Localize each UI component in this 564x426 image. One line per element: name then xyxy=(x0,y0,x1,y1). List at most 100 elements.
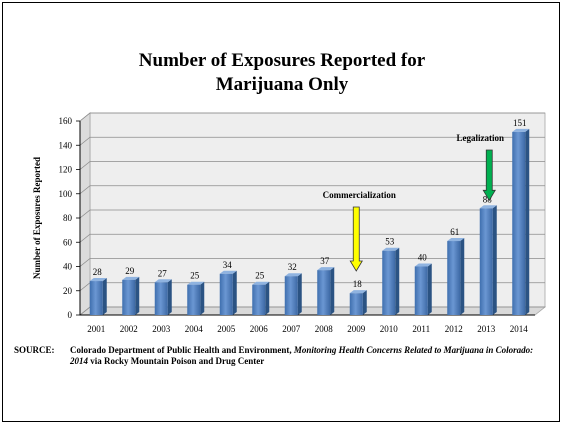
data-label: 25 xyxy=(190,271,200,281)
bar xyxy=(187,284,201,315)
bar-side xyxy=(362,290,367,315)
source-citation-part3: via Rocky Mountain Poison and Drug Cente… xyxy=(88,356,265,366)
bar-top xyxy=(382,247,400,251)
data-label: 61 xyxy=(450,227,459,237)
data-label: 53 xyxy=(385,237,395,247)
y-tick-label: 60 xyxy=(63,237,73,247)
y-tick-label: 160 xyxy=(59,116,73,126)
x-tick-label: 2001 xyxy=(87,324,105,334)
bar-top xyxy=(414,263,432,267)
bar xyxy=(219,273,233,315)
source-citation: Colorado Department of Public Health and… xyxy=(70,345,540,367)
bar-top xyxy=(317,267,335,271)
bar xyxy=(252,284,266,315)
bar-side xyxy=(232,270,237,315)
data-label: 32 xyxy=(288,262,297,272)
bar-side xyxy=(135,276,140,315)
bar xyxy=(414,266,428,315)
source-label: SOURCE: xyxy=(14,345,55,355)
bar-side xyxy=(460,238,465,315)
bar xyxy=(89,281,103,315)
x-tick-label: 2013 xyxy=(477,324,496,334)
data-label: 29 xyxy=(125,266,135,276)
bar-top xyxy=(219,270,237,274)
x-tick-label: 2005 xyxy=(217,324,236,334)
x-tick-label: 2011 xyxy=(412,324,430,334)
gridline xyxy=(79,136,545,146)
y-tick-label: 100 xyxy=(59,189,73,199)
bar xyxy=(284,276,298,315)
source-citation-part1: Colorado Department of Public Health and… xyxy=(70,345,294,355)
bar xyxy=(447,241,461,315)
bar-top xyxy=(187,281,205,285)
x-tick-label: 2003 xyxy=(152,324,171,334)
x-tick-label: 2012 xyxy=(445,324,463,334)
x-tick-label: 2014 xyxy=(510,324,529,334)
data-label: 151 xyxy=(513,118,527,128)
data-label: 40 xyxy=(418,253,428,263)
bar-top xyxy=(252,281,270,285)
gridline xyxy=(79,112,545,122)
bar xyxy=(349,293,363,315)
annotation-label: Commercialization xyxy=(323,190,396,200)
x-tick-label: 2009 xyxy=(347,324,366,334)
chart-title-line-2: Marijuana Only xyxy=(216,74,349,95)
bar-top xyxy=(447,238,465,242)
x-tick-label: 2002 xyxy=(120,324,138,334)
y-tick-label: 40 xyxy=(63,262,73,272)
bar-side xyxy=(200,281,205,315)
bar-top xyxy=(284,273,302,277)
gridline xyxy=(79,209,545,219)
annotation-label: Legalization xyxy=(457,133,505,143)
gridline xyxy=(79,233,545,243)
y-tick-label: 140 xyxy=(59,140,73,150)
annotation-arrow xyxy=(349,206,363,272)
data-label: 34 xyxy=(223,260,233,270)
bar-side xyxy=(330,267,335,315)
bar-top xyxy=(479,205,497,209)
bar xyxy=(382,250,396,315)
bar xyxy=(317,270,331,315)
y-axis-label: Number of Exposures Reported xyxy=(32,157,42,279)
x-tick-label: 2006 xyxy=(250,324,269,334)
bar-side xyxy=(167,279,172,315)
bar xyxy=(479,208,493,315)
y-tick-label: 0 xyxy=(68,310,73,320)
data-label: 18 xyxy=(353,279,363,289)
y-tick-label: 20 xyxy=(63,286,73,296)
bar xyxy=(512,131,526,315)
data-label: 37 xyxy=(320,256,330,266)
bar-side xyxy=(395,247,400,315)
source-citation-title: Monitoring Health Concerns Related to Ma… xyxy=(70,345,534,366)
x-tick-label: 2004 xyxy=(185,324,204,334)
plot-floor xyxy=(78,306,547,316)
gridline xyxy=(79,161,545,170)
data-label: 28 xyxy=(93,267,103,277)
bar-side xyxy=(427,263,432,315)
y-tick-label: 80 xyxy=(63,213,73,223)
bar-top xyxy=(89,278,107,282)
bar-side xyxy=(102,278,107,315)
gridline xyxy=(79,185,545,195)
bar-top xyxy=(122,276,140,280)
bar-side xyxy=(297,273,302,315)
data-label: 27 xyxy=(158,268,168,278)
x-tick-label: 2007 xyxy=(282,324,301,334)
y-tick-label: 120 xyxy=(59,165,73,175)
bar xyxy=(122,279,136,315)
bar-top xyxy=(512,128,530,132)
x-tick-label: 2008 xyxy=(315,324,334,334)
bar-side xyxy=(525,128,530,315)
x-tick-label: 2010 xyxy=(380,324,399,334)
data-label: 25 xyxy=(255,271,265,281)
chart-title-line-1: Number of Exposures Reported for xyxy=(139,50,426,71)
plot-area: 0 20 40 60 80 100 120 140 160 28 2001 29 2002 27 2003 2… xyxy=(59,112,547,334)
bar-top xyxy=(154,279,172,283)
data-label: 88 xyxy=(483,194,493,204)
bar-side xyxy=(265,281,270,315)
bar-side xyxy=(492,205,497,315)
bar xyxy=(154,282,168,315)
bar-top xyxy=(349,290,367,294)
annotation-arrow xyxy=(482,149,496,202)
